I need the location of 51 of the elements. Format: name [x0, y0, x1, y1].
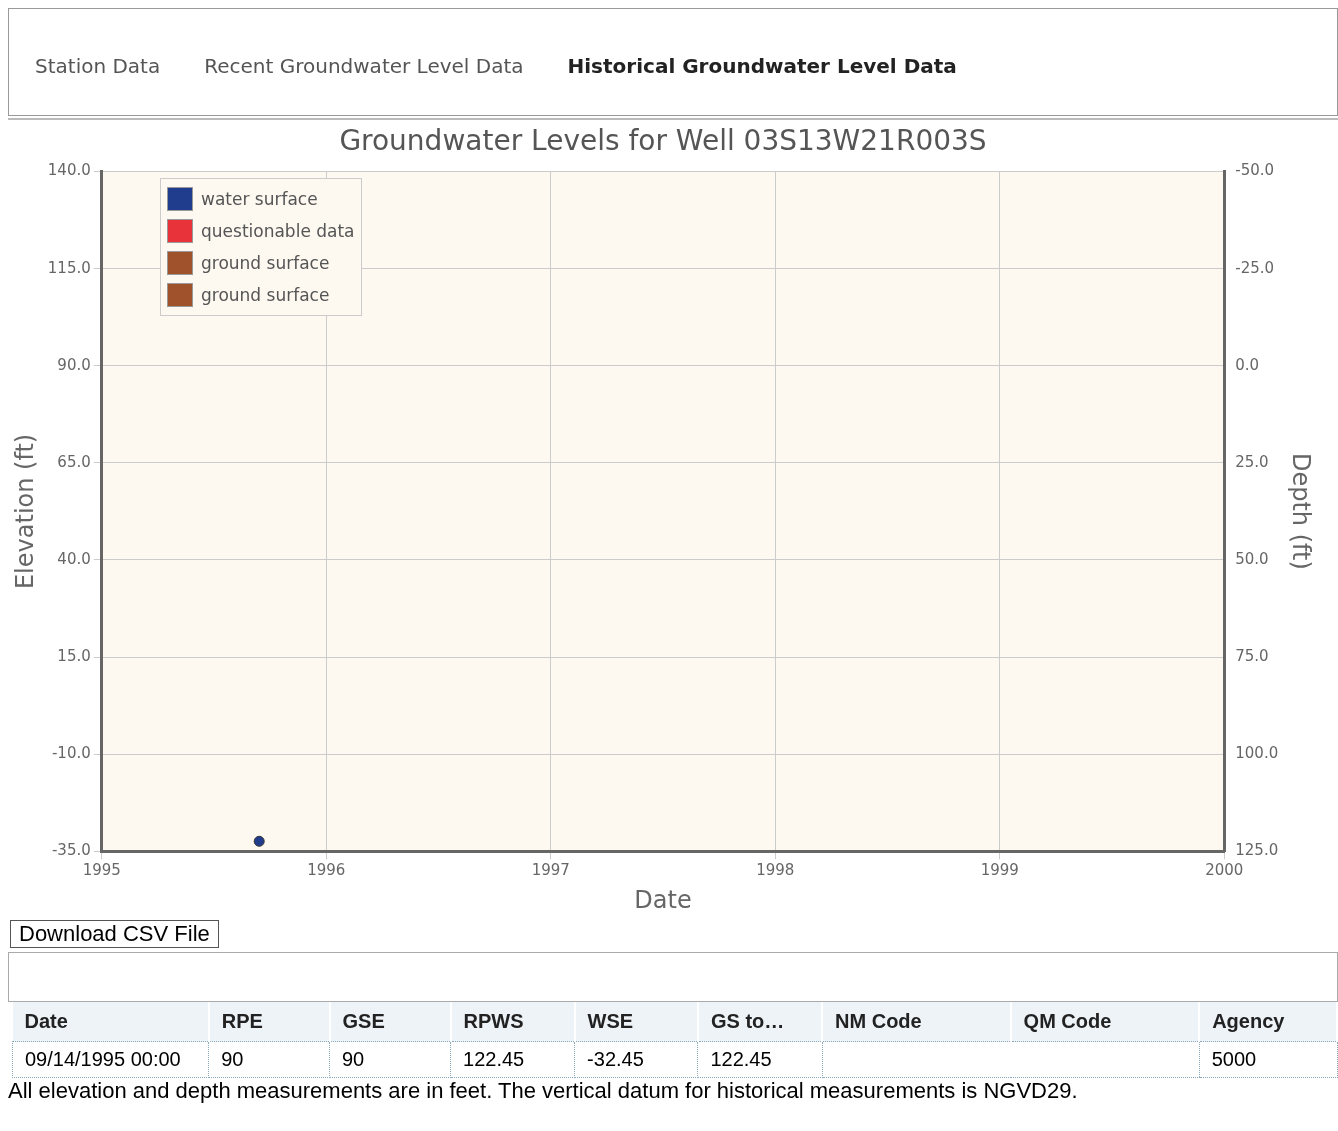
text: Agency — [1199, 1002, 1337, 1042]
text: NM Code — [822, 1002, 1011, 1042]
text: All elevation and depth measurements are in feet. The vertical datum for historical measurements is NGVD29. — [8, 1078, 1079, 1104]
x-tick-label: 1996 — [307, 861, 346, 880]
y2-axis-title: Depth (ft) — [1287, 452, 1316, 570]
text: 122.45 — [697, 1041, 823, 1078]
text: RPWS — [450, 1002, 575, 1042]
text: Recent Groundwater Level Data — [204, 54, 524, 78]
text: GS to… — [697, 1002, 823, 1042]
y-tick-label: 65.0 — [57, 452, 91, 471]
text: Date — [12, 1002, 209, 1042]
y2-tick-label: 25.0 — [1235, 452, 1269, 471]
y-tick-label: 90.0 — [57, 355, 91, 374]
text: 90 — [208, 1041, 330, 1078]
text: 90 — [329, 1041, 451, 1078]
x-tick-label: 1997 — [531, 861, 570, 880]
y2-tick-label: 75.0 — [1235, 646, 1269, 665]
legend-label: ground surface — [201, 285, 330, 305]
y2-tick-label: 125.0 — [1235, 841, 1279, 860]
x-axis-title: Date — [634, 885, 692, 914]
legend-label: ground surface — [201, 253, 330, 273]
legend-label: questionable data — [201, 221, 355, 241]
x-tick-label: 1995 — [82, 861, 121, 880]
text: Historical Groundwater Level Data — [567, 54, 957, 78]
y-axis-title: Elevation (ft) — [10, 433, 39, 590]
y2-tick-label: 100.0 — [1235, 744, 1279, 762]
text: 5000 — [1199, 1041, 1337, 1078]
x-tick-label: 1998 — [756, 861, 795, 880]
text: RPE — [208, 1002, 330, 1042]
y-tick-label: 15.0 — [57, 646, 91, 665]
text: 122.45 — [450, 1041, 575, 1078]
chart-title: Groundwater Levels for Well 03S13W21R003S — [339, 124, 987, 158]
y-tick-label: 140.0 — [47, 161, 91, 180]
y-tick-label: 40.0 — [57, 549, 91, 568]
text: GSE — [329, 1002, 451, 1042]
text: QM Code — [1010, 1002, 1200, 1042]
y-tick-label: -35.0 — [51, 841, 91, 860]
y2-tick-label: -25.0 — [1235, 258, 1275, 277]
y2-tick-label: 50.0 — [1235, 549, 1269, 568]
legend-label: water surface — [201, 189, 318, 209]
y-tick-label: -10.0 — [51, 744, 91, 762]
text: Station Data — [35, 54, 161, 78]
text: -32.45 — [574, 1041, 698, 1078]
y2-tick-label: 0.0 — [1235, 355, 1260, 374]
text: Download CSV File — [10, 920, 219, 948]
x-tick-label: 1999 — [980, 861, 1019, 880]
x-tick-label: 2000 — [1205, 861, 1244, 880]
text: 09/14/1995 00:00 — [12, 1041, 209, 1078]
text: WSE — [574, 1002, 698, 1042]
y2-tick-label: -50.0 — [1235, 161, 1275, 180]
y-tick-label: 115.0 — [47, 258, 91, 277]
